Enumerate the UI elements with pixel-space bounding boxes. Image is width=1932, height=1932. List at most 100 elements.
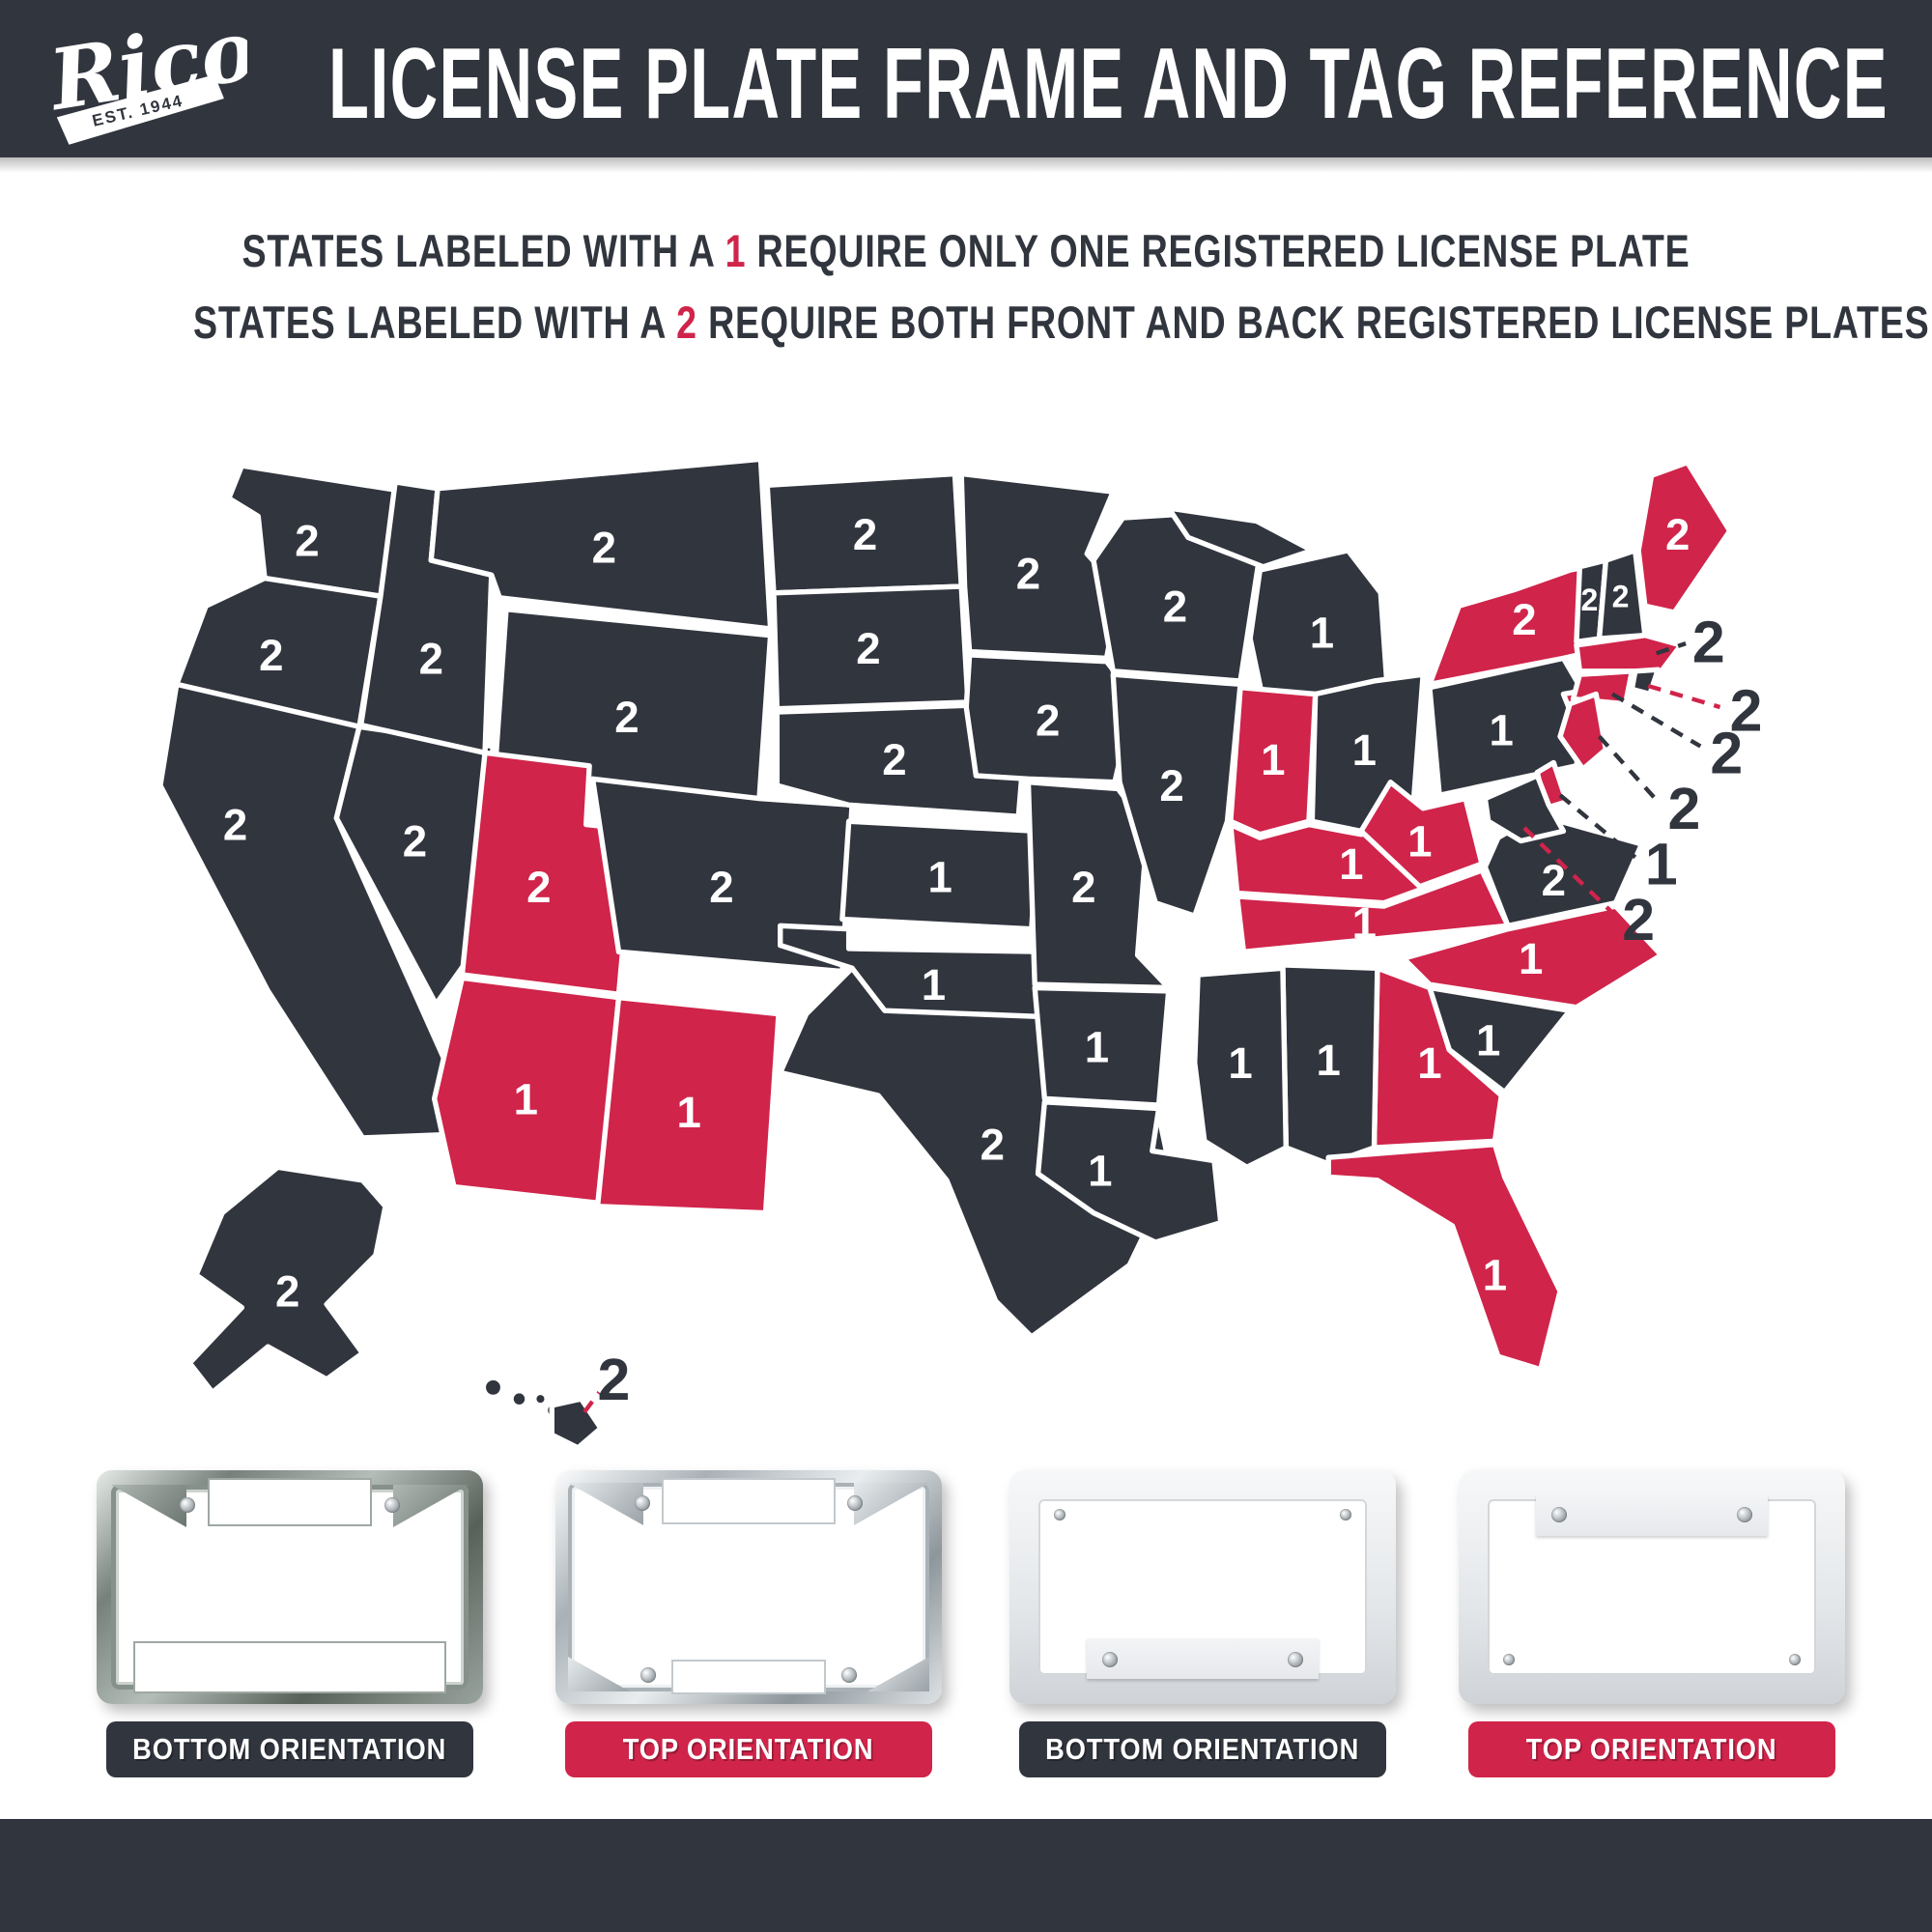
frame-bottom-banner [1087,1638,1319,1679]
screw-icon [1288,1652,1303,1667]
frame-top-banner [1536,1495,1768,1536]
plate-count-labels: 2 2 2 2 2 2 2 2 2 1 1 2 2 2 1 1 2 2 2 2 … [223,510,1690,1317]
state-indiana [1228,685,1319,838]
intro-line-2-number: 2 [676,297,697,348]
intro-line-1: STATES LABELED WITH A 1 REQUIRE ONLY ONE… [193,224,1739,277]
plate-count-wyoming: 2 [614,693,639,742]
plate-count-idaho: 2 [419,634,443,683]
screw-icon [1789,1654,1801,1665]
state-florida [1325,1141,1563,1373]
plate-count-florida: 1 [1483,1251,1507,1300]
plate-count-kansas: 1 [928,853,952,902]
orientation-label-2-text: TOP ORIENTATION [623,1732,874,1766]
callout-hawaii: 2 [598,1347,631,1412]
intro-line-1-suffix: REQUIRE ONLY ONE REGISTERED LICENSE PLAT… [746,225,1690,276]
plate-count-west-virginia: 1 [1407,816,1432,866]
intro-line-1-prefix: STATES LABELED WITH A [242,225,725,276]
callout-line-rhode-island [1647,683,1721,710]
frame-bottom-banner [133,1641,446,1693]
callout-rhode-island: 2 [1730,678,1763,744]
frame-top-banner [208,1478,372,1526]
plate-count-missouri: 2 [1071,863,1095,912]
state-mississippi [1192,965,1290,1171]
plate-count-nebraska: 2 [882,735,906,784]
plate-count-oregon: 2 [259,631,283,680]
plate-count-maine: 2 [1665,510,1690,559]
state-michigan-upper [1165,505,1316,570]
callout-line-new-jersey [1597,734,1661,804]
rico-logo-banner [56,74,224,145]
callout-massachusetts: 2 [1692,610,1725,675]
screw-icon [847,1495,863,1511]
plate-count-michigan: 1 [1310,608,1334,657]
states-layer [157,456,1733,1451]
state-north-carolina [1401,903,1664,1010]
plate-count-louisiana: 1 [1088,1147,1112,1196]
callout-line-massachusetts [1656,641,1687,656]
state-hawaii [480,1375,604,1451]
plate-count-wisconsin: 2 [1163,582,1187,631]
screw-icon [1551,1507,1567,1522]
page-title: LICENSE PLATE FRAME AND TAG REFERENCE [328,28,1889,140]
screw-icon [1054,1509,1065,1520]
orientation-label-3: BOTTOM ORIENTATION [1019,1721,1386,1777]
intro-line-1-number: 1 [724,225,747,276]
plate-count-indiana: 1 [1261,735,1285,784]
state-arkansas [1032,984,1172,1108]
plate-count-california: 2 [223,801,247,850]
us-map: 2 2 2 2 2 2 2 2 2 1 1 2 2 2 1 1 2 2 2 2 … [114,413,1779,1463]
plate-count-pennsylvania: 1 [1490,706,1514,755]
intro-line-2-suffix: REQUIRE BOTH FRONT AND BACK REGISTERED L… [696,297,1930,348]
frame-photo-chrome-bottom [97,1470,483,1704]
frame-photo-chrome-top [555,1470,942,1704]
screw-icon [635,1495,650,1511]
state-new-jersey [1557,691,1609,772]
state-alaska [186,1164,388,1396]
screw-icon [1102,1652,1118,1667]
plate-count-north-dakota: 2 [853,510,877,559]
orientation-label-4: TOP ORIENTATION [1468,1721,1835,1777]
plate-count-arizona: 1 [514,1074,538,1123]
plate-count-south-dakota: 2 [856,624,880,673]
orientation-label-2: TOP ORIENTATION [565,1721,932,1777]
plate-count-minnesota: 2 [1016,549,1040,598]
plate-count-north-carolina: 1 [1519,934,1543,983]
state-maryland [1482,773,1567,844]
rico-logo: Rico EST. 1944 [41,4,247,145]
orientation-label-4-text: TOP ORIENTATION [1526,1732,1777,1766]
us-map-svg: 2 2 2 2 2 2 2 2 2 1 1 2 2 2 1 1 2 2 2 2 … [157,456,1763,1451]
callout-layer: 2 2 2 2 1 2 2 [582,610,1763,1413]
plate-count-new-mexico: 1 [676,1088,700,1137]
plate-count-kentucky: 1 [1339,839,1363,889]
screw-icon [1340,1509,1351,1520]
callout-line-delaware [1558,793,1637,860]
screw-icon [180,1497,195,1513]
callout-delaware: 1 [1645,831,1678,896]
header-bar: Rico EST. 1944 LICENSE PLATE FRAME AND T… [0,0,1932,157]
frame-top-banner [662,1478,836,1524]
callout-line-connecticut [1610,692,1702,749]
state-new-mexico [594,994,781,1216]
state-illinois [1110,671,1243,919]
plate-count-colorado: 2 [709,863,733,912]
plate-count-new-york: 2 [1512,595,1536,644]
screw-icon [841,1667,857,1683]
state-rhode-island [1629,667,1662,697]
footer-bar: Rico EST. 1944 * BE SURE TO CONFIRM WITH… [0,1819,1932,1932]
screw-icon [1737,1507,1752,1522]
orientation-label-1-text: BOTTOM ORIENTATION [132,1732,447,1766]
plate-count-iowa: 2 [1036,696,1060,745]
intro-line-2: STATES LABELED WITH A 2 REQUIRE BOTH FRO… [193,296,1929,349]
plate-count-arkansas: 1 [1085,1022,1109,1071]
callout-connecticut: 2 [1710,721,1743,786]
header-shadow [0,157,1932,173]
plate-count-illinois: 2 [1159,761,1183,810]
frame-bottom-banner [671,1660,826,1694]
screw-icon [640,1667,656,1683]
callout-line-hawaii [582,1391,602,1413]
state-massachusetts [1574,632,1684,674]
state-maine [1635,459,1733,615]
plate-count-georgia: 1 [1417,1038,1441,1088]
plate-count-mississippi: 1 [1228,1038,1252,1088]
